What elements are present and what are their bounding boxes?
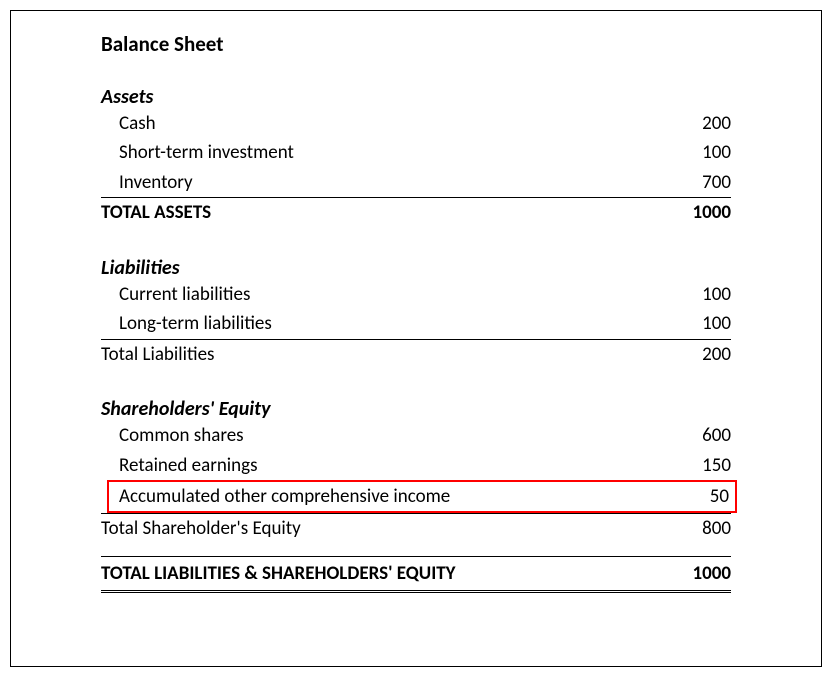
line-item: Retained earnings 150 (101, 451, 731, 480)
grand-total: TOTAL LIABILITIES & SHAREHOLDERS' EQUITY… (101, 556, 731, 593)
total-label: Total Shareholder's Equity (101, 514, 301, 543)
line-value: 150 (651, 451, 731, 480)
page: Balance Sheet Assets Cash 200 Short-term… (0, 0, 832, 677)
sheet-title: Balance Sheet (101, 31, 731, 57)
line-value: 700 (651, 168, 731, 197)
spacer (101, 228, 731, 256)
line-value: 200 (651, 109, 731, 138)
assets-heading: Assets (101, 85, 731, 109)
line-label: Retained earnings (101, 451, 258, 480)
grand-total-value: 1000 (651, 559, 731, 588)
total-label: Total Liabilities (101, 340, 214, 369)
line-item: Short-term investment 100 (101, 138, 731, 167)
spacer (101, 369, 731, 397)
line-item: Current liabilities 100 (101, 280, 731, 309)
liabilities-heading: Liabilities (101, 256, 731, 280)
line-item: Cash 200 (101, 109, 731, 138)
line-item: Common shares 600 (101, 421, 731, 450)
total-value: 200 (651, 340, 731, 369)
line-value: 100 (651, 280, 731, 309)
line-value: 100 (651, 138, 731, 167)
total-value: 1000 (651, 198, 731, 227)
total-label: TOTAL ASSETS (101, 198, 211, 227)
line-value: 50 (649, 482, 729, 511)
line-label: Current liabilities (101, 280, 250, 309)
line-label: Long-term liabilities (101, 309, 272, 338)
line-label: Short-term investment (101, 138, 294, 167)
assets-total: TOTAL ASSETS 1000 (101, 197, 731, 227)
line-label: Common shares (101, 421, 244, 450)
line-value: 600 (651, 421, 731, 450)
equity-heading: Shareholders' Equity (101, 397, 731, 421)
balance-sheet: Balance Sheet Assets Cash 200 Short-term… (10, 10, 822, 667)
line-item: Long-term liabilities 100 (101, 309, 731, 338)
line-label: Cash (101, 109, 156, 138)
line-label: Accumulated other comprehensive income (119, 482, 450, 511)
line-value: 100 (651, 309, 731, 338)
equity-total: Total Shareholder's Equity 800 (101, 513, 731, 543)
total-value: 800 (651, 514, 731, 543)
spacer (101, 544, 731, 556)
highlighted-line-item: Accumulated other comprehensive income 5… (107, 480, 737, 513)
grand-total-label: TOTAL LIABILITIES & SHAREHOLDERS' EQUITY (101, 559, 456, 588)
line-item: Inventory 700 (101, 168, 731, 197)
liabilities-total: Total Liabilities 200 (101, 339, 731, 369)
line-label: Inventory (101, 168, 193, 197)
